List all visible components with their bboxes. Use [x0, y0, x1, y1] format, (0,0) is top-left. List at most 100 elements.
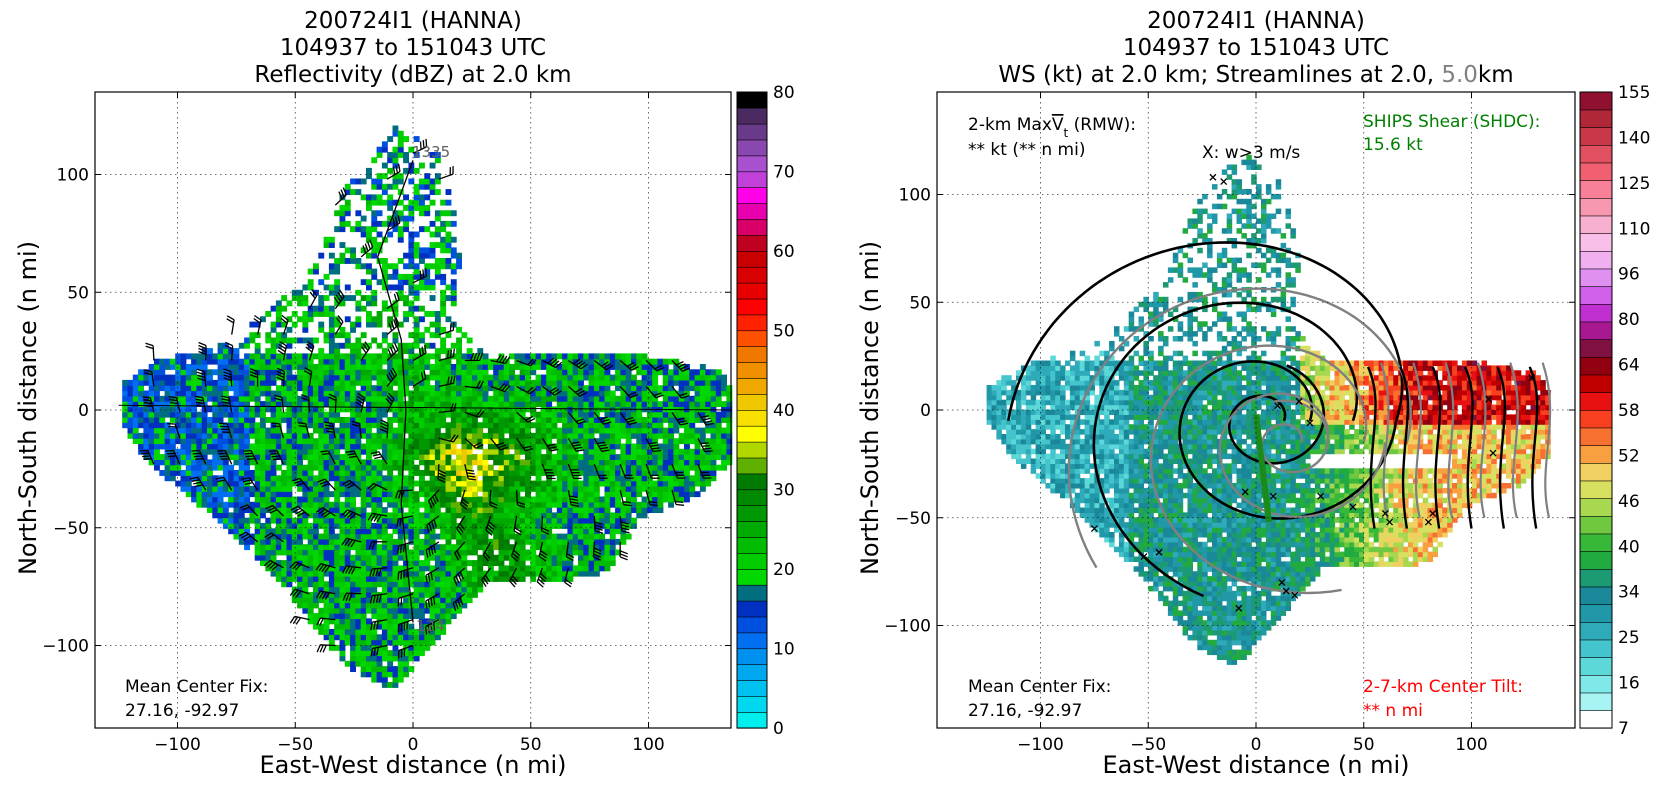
reflectivity-cell	[593, 560, 600, 566]
reflectivity-cell	[472, 491, 478, 498]
reflectivity-cell	[493, 470, 500, 476]
reflectivity-cell	[175, 432, 182, 439]
reflectivity-cell	[551, 554, 558, 561]
reflectivity-cell	[397, 353, 404, 360]
reflectivity-cell	[244, 432, 250, 439]
reflectivity-cell	[424, 284, 431, 291]
reflectivity-cell	[519, 470, 526, 476]
reflectivity-cell	[662, 379, 669, 386]
reflectivity-cell	[562, 480, 568, 487]
reflectivity-cell	[233, 432, 240, 439]
reflectivity-cell	[265, 311, 272, 317]
reflectivity-cell	[265, 401, 272, 407]
reflectivity-cell	[366, 517, 372, 524]
reflectivity-cell	[419, 406, 425, 413]
reflectivity-cell	[646, 379, 653, 386]
reflectivity-cell	[456, 438, 462, 445]
reflectivity-cell	[297, 448, 303, 455]
reflectivity-cell	[429, 189, 436, 195]
reflectivity-cell	[366, 660, 372, 667]
reflectivity-cell	[344, 369, 351, 376]
reflectivity-cell	[413, 507, 420, 513]
reflectivity-cell	[434, 496, 441, 503]
reflectivity-cell	[339, 544, 346, 551]
reflectivity-cell	[450, 523, 457, 529]
reflectivity-cell	[281, 565, 288, 572]
reflectivity-cell	[556, 507, 563, 513]
wind-barb	[369, 593, 388, 604]
reflectivity-cell	[472, 358, 478, 365]
reflectivity-cell	[339, 210, 346, 217]
reflectivity-cell	[413, 523, 420, 529]
reflectivity-cell	[302, 337, 309, 344]
reflectivity-cell	[381, 682, 388, 688]
reflectivity-cell	[334, 512, 341, 519]
reflectivity-cell	[689, 369, 696, 376]
reflectivity-cell	[535, 390, 542, 397]
reflectivity-cell	[376, 279, 383, 286]
reflectivity-cell	[122, 385, 129, 392]
reflectivity-cell	[694, 459, 701, 466]
reflectivity-cell	[185, 390, 192, 397]
reflectivity-cell	[307, 443, 314, 450]
reflectivity-cell	[540, 401, 547, 407]
reflectivity-cell	[583, 385, 590, 392]
reflectivity-cell	[424, 538, 431, 545]
reflectivity-cell	[689, 459, 696, 466]
reflectivity-cell	[673, 379, 680, 386]
reflectivity-cell	[673, 422, 680, 429]
reflectivity-cell	[355, 655, 362, 662]
reflectivity-cell	[535, 485, 542, 492]
reflectivity-cell	[440, 597, 447, 604]
reflectivity-cell	[519, 512, 526, 519]
reflectivity-cell	[424, 565, 431, 572]
reflectivity-cell	[631, 427, 637, 434]
reflectivity-cell	[313, 533, 319, 540]
reflectivity-cell	[604, 369, 611, 376]
reflectivity-cell	[440, 279, 447, 286]
reflectivity-cell	[424, 491, 431, 498]
reflectivity-cell	[291, 523, 298, 529]
reflectivity-cell	[498, 554, 505, 561]
reflectivity-cell	[445, 560, 452, 566]
reflectivity-cell	[684, 411, 690, 418]
reflectivity-cell	[169, 432, 176, 439]
reflectivity-cell	[207, 470, 213, 476]
reflectivity-cell	[525, 432, 531, 439]
reflectivity-cell	[323, 337, 330, 344]
reflectivity-cell	[530, 576, 537, 582]
reflectivity-cell	[684, 470, 690, 476]
reflectivity-cell	[572, 448, 579, 455]
reflectivity-cell	[657, 411, 664, 418]
reflectivity-cell	[593, 438, 600, 445]
reflectivity-cell	[323, 597, 330, 604]
reflectivity-cell	[472, 517, 478, 524]
reflectivity-cell	[286, 401, 293, 407]
reflectivity-cell	[408, 448, 415, 455]
reflectivity-cell	[419, 538, 425, 545]
reflectivity-cell	[154, 432, 160, 439]
reflectivity-cell	[450, 411, 457, 418]
reflectivity-cell	[164, 470, 171, 476]
reflectivity-cell	[339, 422, 346, 429]
reflectivity-cell	[392, 443, 399, 450]
reflectivity-cell	[487, 406, 494, 413]
reflectivity-cell	[286, 427, 293, 434]
reflectivity-cell	[313, 623, 319, 630]
reflectivity-cell	[222, 438, 229, 445]
reflectivity-cell	[466, 390, 473, 397]
reflectivity-cell	[217, 422, 224, 429]
reflectivity-cell	[662, 470, 669, 476]
reflectivity-cell	[355, 660, 362, 667]
reflectivity-cell	[212, 401, 219, 407]
reflectivity-cell	[217, 342, 224, 349]
reflectivity-cell	[472, 454, 478, 460]
reflectivity-cell	[328, 342, 335, 349]
reflectivity-cell	[631, 358, 637, 365]
reflectivity-cell	[307, 544, 314, 551]
wind-barb	[490, 437, 508, 451]
reflectivity-cell	[360, 613, 367, 619]
reflectivity-cell	[360, 517, 367, 524]
reflectivity-cell	[260, 390, 266, 397]
reflectivity-cell	[323, 374, 330, 381]
